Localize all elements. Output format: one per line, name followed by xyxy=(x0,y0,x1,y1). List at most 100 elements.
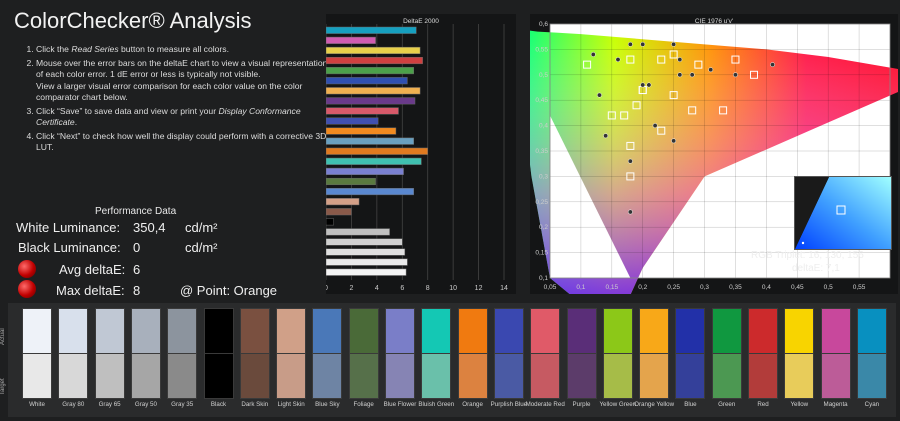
swatch-actual xyxy=(58,308,89,354)
cie-target-point[interactable] xyxy=(657,55,666,64)
deltae-bar[interactable] xyxy=(325,117,379,125)
cie-actual-point[interactable] xyxy=(597,92,602,98)
swatch-yellow-green[interactable]: Yellow Green xyxy=(600,308,636,408)
cie-target-point[interactable] xyxy=(688,106,697,115)
cie-target-point[interactable] xyxy=(731,55,740,64)
cie-actual-point[interactable] xyxy=(640,41,646,47)
swatch-cyan[interactable]: Cyan xyxy=(856,308,887,408)
cie-target-point[interactable] xyxy=(669,91,678,100)
cie-actual-point[interactable] xyxy=(640,82,646,88)
deltae-bar[interactable] xyxy=(325,238,403,246)
cie-actual-point[interactable] xyxy=(677,72,683,78)
cie-actual-point[interactable] xyxy=(652,123,658,129)
cie-actual-point[interactable] xyxy=(733,72,738,78)
swatch-label: Black xyxy=(210,401,227,408)
cie-actual-point[interactable] xyxy=(677,57,683,63)
deltae-bar[interactable] xyxy=(325,167,404,175)
swatch-foliage[interactable]: Foliage xyxy=(348,308,379,408)
swatch-gray-35[interactable]: Gray 35 xyxy=(167,308,198,408)
deltae-bar[interactable] xyxy=(325,127,397,135)
swatch-blue-flower[interactable]: Blue Flower xyxy=(384,308,416,408)
deltae-bar[interactable] xyxy=(325,228,390,236)
deltae-bar[interactable] xyxy=(325,56,423,65)
deltae-bar[interactable] xyxy=(325,177,376,186)
cie-actual-point[interactable] xyxy=(770,62,775,68)
swatch-label: Yellow xyxy=(790,401,809,408)
swatch-target xyxy=(675,354,706,399)
swatch-orange[interactable]: Orange xyxy=(457,308,488,408)
swatch-target xyxy=(130,354,161,399)
deltae-chart-panel: DeltaE 2000 0 2 4 6 8 10 12 14 xyxy=(324,14,516,294)
deltae-bar[interactable] xyxy=(325,258,408,266)
swatch-black[interactable]: Black xyxy=(203,308,234,408)
cie-actual-point[interactable] xyxy=(590,52,596,57)
cie-actual-point[interactable] xyxy=(671,138,677,144)
deltae-bar[interactable] xyxy=(325,147,428,155)
cie-target-point[interactable] xyxy=(750,70,758,79)
deltae-bar[interactable] xyxy=(325,97,416,105)
deltae-tick-label: 14 xyxy=(500,285,508,292)
deltae-bar[interactable] xyxy=(325,26,417,34)
swatch-actual xyxy=(711,308,742,354)
swatch-gray-80[interactable]: Gray 80 xyxy=(58,308,89,408)
cie-actual-point[interactable] xyxy=(615,57,621,63)
cie-actual-point[interactable] xyxy=(689,72,695,78)
deltae-bar[interactable] xyxy=(325,77,408,85)
deltae-bar[interactable] xyxy=(325,188,414,196)
swatch-blue[interactable]: Blue xyxy=(675,308,706,408)
deltae-bar[interactable] xyxy=(325,198,360,206)
swatch-red[interactable]: Red xyxy=(748,308,778,408)
cie-target-point[interactable] xyxy=(626,172,635,181)
cie-target-point[interactable] xyxy=(626,55,635,64)
cie-actual-point[interactable] xyxy=(646,82,652,88)
swatch-light-skin[interactable]: Light Skin xyxy=(276,308,307,408)
deltae-bar[interactable] xyxy=(325,107,399,115)
swatch-yellow[interactable]: Yellow xyxy=(784,308,815,408)
cie-target-point[interactable] xyxy=(620,111,629,120)
cie-target-point[interactable] xyxy=(583,60,592,69)
swatch-moderate-red[interactable]: Moderate Red xyxy=(526,308,565,408)
cie-target-point[interactable] xyxy=(669,50,678,59)
cie-target-point[interactable] xyxy=(719,106,728,115)
cie-target-point[interactable] xyxy=(657,126,666,135)
swatch-orange-yellow[interactable]: Orange Yellow xyxy=(634,308,674,408)
swatch-label: Gray 80 xyxy=(62,401,85,408)
swatch-purplish-blue[interactable]: Purplish Blue xyxy=(491,308,527,408)
deltae-bar[interactable] xyxy=(325,137,414,145)
swatch-gray-65[interactable]: Gray 65 xyxy=(94,308,125,408)
swatch-bluish-green[interactable]: Bluish Green xyxy=(418,308,454,408)
swatch-magenta[interactable]: Magenta xyxy=(820,308,851,408)
swatch-label: Moderate Red xyxy=(525,401,565,408)
black-luminance-label: Black Luminance: xyxy=(18,240,121,255)
deltae-bar[interactable] xyxy=(325,208,352,216)
swatch-blue-sky[interactable]: Blue Sky xyxy=(312,308,343,408)
deltae-bar[interactable] xyxy=(325,46,421,54)
swatch-purple[interactable]: Purple xyxy=(566,308,597,408)
cie-actual-point[interactable] xyxy=(627,209,633,215)
cie-actual-point[interactable] xyxy=(627,158,633,164)
deltae-bar[interactable] xyxy=(325,268,407,276)
swatch-white[interactable]: White xyxy=(22,308,52,408)
performance-title: Performance Data xyxy=(95,206,177,217)
cie-actual-point[interactable] xyxy=(708,67,714,73)
deltae-bar[interactable] xyxy=(325,157,422,165)
swatch-target xyxy=(566,354,597,399)
cie-target-point[interactable] xyxy=(626,141,635,150)
deltae-bar[interactable] xyxy=(325,87,421,95)
cie-y-tick-label: 0,6 xyxy=(539,21,548,28)
cie-target-point[interactable] xyxy=(694,60,703,69)
deltae-bar[interactable] xyxy=(325,248,406,256)
cie-actual-point[interactable] xyxy=(671,41,677,47)
deltae-bar[interactable] xyxy=(325,36,376,44)
swatch-dark-skin[interactable]: Dark Skin xyxy=(239,308,270,408)
cie-actual-point[interactable] xyxy=(627,41,633,47)
target-row-label: Target xyxy=(0,378,6,395)
cie-actual-point[interactable] xyxy=(603,133,609,139)
cie-target-point[interactable] xyxy=(632,101,641,110)
swatch-green[interactable]: Green xyxy=(711,308,742,408)
swatch-gray-50[interactable]: Gray 50 xyxy=(130,308,161,408)
deltae-bar[interactable] xyxy=(325,218,334,226)
deltae-bar[interactable] xyxy=(325,67,414,75)
cie-target-point[interactable] xyxy=(607,111,616,120)
cie-x-tick-label: 0,35 xyxy=(729,284,742,291)
